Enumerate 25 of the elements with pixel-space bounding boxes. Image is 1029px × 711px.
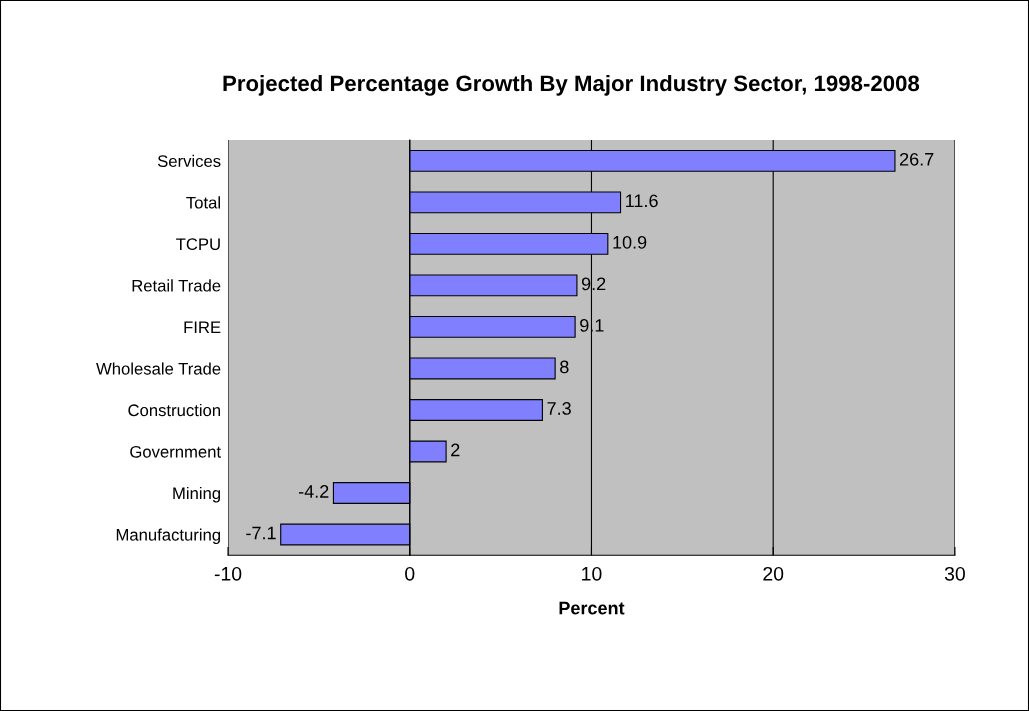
y-tick-label: Retail Trade xyxy=(132,279,221,292)
data-label: 26.7 xyxy=(900,152,934,166)
x-tick-label: 30 xyxy=(944,566,965,581)
data-label: 2 xyxy=(451,443,460,457)
x-tick-label: 10 xyxy=(582,566,602,581)
data-label: 8 xyxy=(560,360,569,374)
x-tick-label: 0 xyxy=(405,566,415,581)
y-tick-label: TCPU xyxy=(176,238,220,251)
x-tick-label: -10 xyxy=(214,566,242,581)
x-tick-label: 20 xyxy=(763,566,784,581)
data-label: -7.1 xyxy=(246,526,276,540)
y-tick-label: Mining xyxy=(173,486,221,503)
x-axis-title: Percent xyxy=(559,601,625,615)
chart-title: Projected Percentage Growth By Major Industry Sector, 1998-2008 xyxy=(223,74,920,96)
data-label: -4.2 xyxy=(298,485,329,498)
y-tick-label: FIRE xyxy=(184,321,221,333)
y-tick-label: Manufacturing xyxy=(116,528,221,545)
y-tick-label: Services xyxy=(157,154,221,168)
data-label: 11.6 xyxy=(626,194,658,208)
data-label: 7.3 xyxy=(547,402,571,415)
y-tick-label: Wholesale Trade xyxy=(96,362,221,375)
data-label: 10.9 xyxy=(613,235,647,249)
y-tick-label: Construction xyxy=(128,403,221,417)
y-tick-label: Total xyxy=(186,196,220,209)
y-tick-label: Government xyxy=(130,445,221,458)
